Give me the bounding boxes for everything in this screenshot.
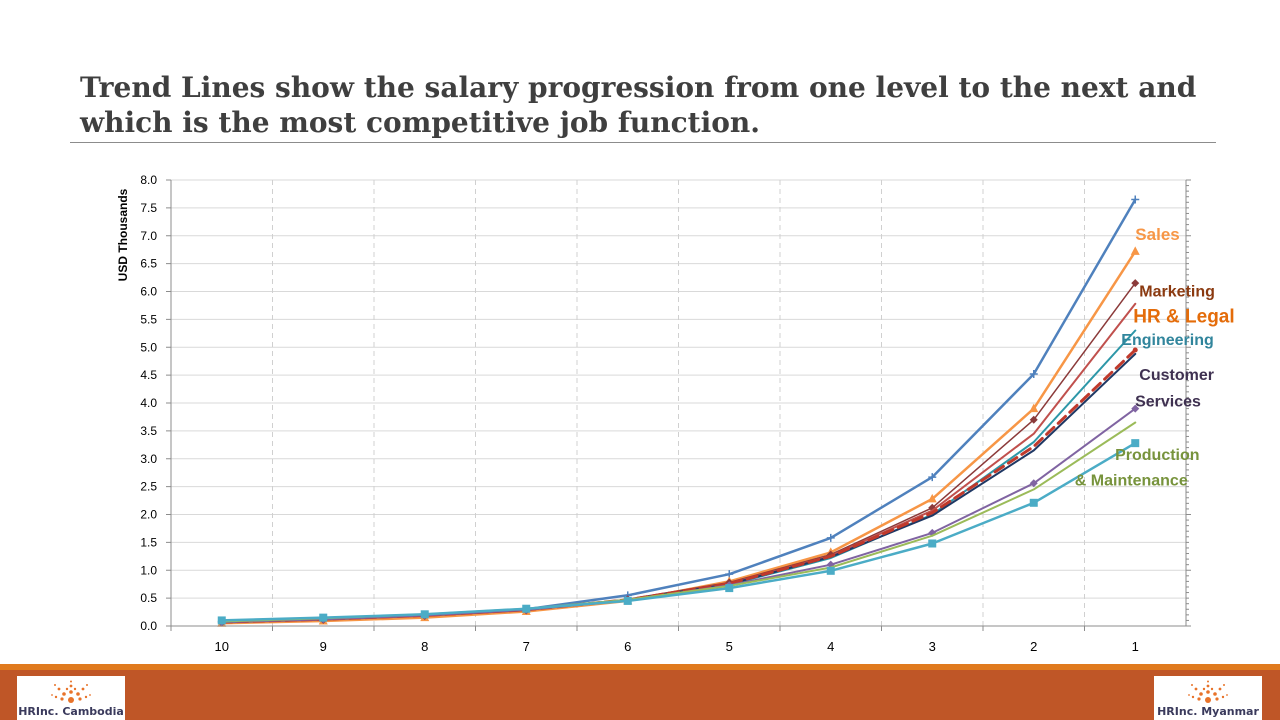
- data-point: [1029, 479, 1038, 488]
- title-divider: [70, 142, 1216, 143]
- data-point: [522, 604, 531, 613]
- series-annotation-5: Services: [1135, 393, 1201, 410]
- logo-left: HRInc. Cambodia: [17, 676, 125, 720]
- slide-title: Trend Lines show the salary progression …: [80, 71, 1197, 139]
- series-annotation-2: HR & Legal: [1133, 307, 1234, 328]
- series-annotation-3: Engineering: [1121, 332, 1213, 349]
- y-tick-label: 0.0: [140, 619, 157, 633]
- series-annotation-0: Sales: [1135, 225, 1179, 244]
- y-tick-label: 7.5: [140, 201, 157, 215]
- data-point: [1131, 195, 1140, 204]
- y-tick-label: 7.0: [140, 229, 157, 243]
- series-annotation-4: Customer: [1139, 367, 1214, 384]
- annotation-layer: Sales Marketing HR & Legal Engineering Custo…: [1075, 225, 1235, 489]
- series-layer: [217, 195, 1140, 627]
- y-tick-label: 1.5: [140, 535, 157, 549]
- y-axis-label: USD Thousands: [116, 188, 130, 281]
- data-point: [725, 584, 734, 593]
- data-point: [1029, 498, 1038, 507]
- y-tick-label: 5.5: [140, 312, 157, 326]
- x-tick-label: 10: [215, 639, 229, 654]
- y-tick-label: 3.5: [140, 424, 157, 438]
- y-tick-label: 2.5: [140, 480, 157, 494]
- logo-left-text: HRInc. Cambodia: [18, 705, 124, 718]
- data-point: [928, 473, 937, 482]
- series-annotation-7: & Maintenance: [1075, 473, 1188, 490]
- y-tick-label: 4.0: [140, 396, 157, 410]
- data-point: [928, 539, 937, 548]
- logo-right: HRInc. Myanmar: [1154, 676, 1262, 720]
- y-tick-label: 4.5: [140, 368, 157, 382]
- data-point: [1132, 347, 1138, 353]
- data-point: [1131, 279, 1140, 288]
- series-line-9: [220, 441, 1137, 622]
- y-tick-label: 8.0: [140, 173, 157, 187]
- logo-right-text: HRInc. Myanmar: [1157, 705, 1259, 718]
- grid-layer: [171, 179, 1187, 626]
- x-tick-label: 3: [929, 639, 936, 654]
- data-point: [826, 566, 835, 575]
- x-tick-label: 7: [523, 639, 530, 654]
- data-point: [1131, 404, 1140, 413]
- y-tick-label: 3.0: [140, 452, 157, 466]
- x-tick-label: 2: [1030, 639, 1037, 654]
- series-annotation-6: Production: [1115, 447, 1199, 464]
- axis-layer: 0.0 0.5 1.0 1.5 2.0 2.5 3.0 3.5 4.0 4.5 5.0 5.5 6.0 6…: [140, 173, 1191, 654]
- x-tick-label: 1: [1132, 639, 1139, 654]
- data-point: [1029, 403, 1039, 413]
- x-tick-label: 5: [726, 639, 733, 654]
- sunburst-logo-icon: [1188, 680, 1228, 703]
- y-tick-label: 2.0: [140, 508, 157, 522]
- data-point: [826, 533, 835, 542]
- y-tick-label: 1.0: [140, 563, 157, 577]
- data-point: [1131, 439, 1140, 448]
- data-point: [1029, 370, 1038, 379]
- x-tick-label: 8: [421, 639, 428, 654]
- x-tick-label: 4: [827, 639, 834, 654]
- x-tick-label: 6: [624, 639, 631, 654]
- data-point: [420, 610, 429, 619]
- footer-band: [0, 664, 1280, 720]
- data-point: [217, 616, 226, 625]
- x-tick-label: 9: [320, 639, 327, 654]
- y-tick-label: 6.0: [140, 285, 157, 299]
- data-point: [1029, 415, 1038, 424]
- y-tick-label: 5.0: [140, 340, 157, 354]
- data-point: [319, 613, 328, 622]
- data-point: [927, 493, 937, 503]
- sunburst-logo-icon: [51, 680, 91, 703]
- y-tick-label: 6.5: [140, 257, 157, 271]
- series-annotation-1: Marketing: [1139, 284, 1215, 301]
- data-point: [623, 596, 632, 605]
- data-point: [1130, 246, 1140, 255]
- y-tick-label: 0.5: [140, 591, 157, 605]
